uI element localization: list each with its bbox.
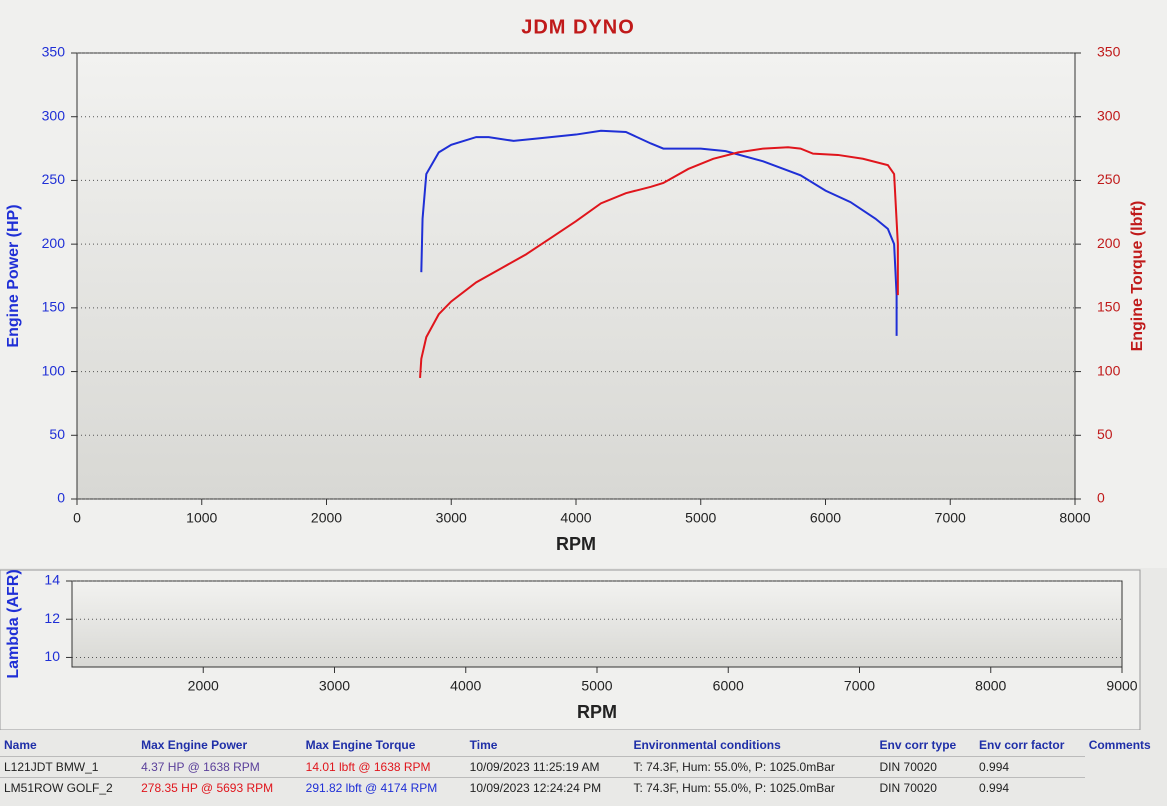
y-tick-label: 0 — [57, 490, 65, 506]
header-cell: Env corr factor — [979, 738, 1065, 752]
y2-axis-label: Engine Torque (lbft) — [1129, 201, 1146, 352]
y-axis-label: Lambda (AFR) — [5, 569, 22, 678]
x-tick-label: 8000 — [1059, 510, 1090, 526]
x-tick-label: 7000 — [844, 678, 875, 694]
y-tick-label: 350 — [42, 44, 66, 60]
y-tick-label: 100 — [42, 362, 66, 378]
x-tick-label: 0 — [73, 510, 81, 526]
table-cell: 0.994 — [975, 777, 1085, 798]
table-cell: 14.01 lbft @ 1638 RPM — [301, 756, 466, 778]
y2-tick-label: 300 — [1097, 107, 1121, 123]
x-tick-label: 5000 — [685, 510, 716, 526]
table-cell: L121JDT BMW_1 — [0, 756, 138, 778]
x-tick-label: 3000 — [436, 510, 467, 526]
table-cell: DIN 70020 — [875, 777, 976, 798]
x-tick-label: 9000 — [1106, 678, 1137, 694]
y-tick-label: 12 — [44, 610, 60, 626]
header-cell: Time — [469, 738, 498, 752]
y2-tick-label: 150 — [1097, 299, 1121, 315]
table-row: L121JDT BMW_1 4.37 HP @ 1638 RPM 14.01 lbf… — [0, 756, 1167, 778]
y2-tick-label: 0 — [1097, 490, 1105, 506]
y-tick-label: 50 — [49, 426, 65, 442]
x-tick-label: 6000 — [810, 510, 841, 526]
table-cell: 278.35 HP @ 5693 RPM — [137, 777, 302, 798]
y2-tick-label: 350 — [1097, 44, 1121, 60]
y-tick-label: 300 — [42, 107, 66, 123]
header-row: Name Max Engine Power Max Engine Torque Tim… — [0, 734, 1167, 757]
header-cell: Max Engine Power — [141, 738, 248, 752]
y-tick-label: 10 — [44, 648, 60, 664]
plot-area — [76, 52, 1076, 500]
x-tick-label: 7000 — [935, 510, 966, 526]
x-tick-label: 6000 — [713, 678, 744, 694]
x-tick-label: 4000 — [450, 678, 481, 694]
x-tick-label: 8000 — [975, 678, 1006, 694]
header-cell: Env corr type — [879, 738, 957, 752]
x-tick-label: 2000 — [311, 510, 342, 526]
y2-tick-label: 250 — [1097, 171, 1121, 187]
y-tick-label: 200 — [42, 235, 66, 251]
table-cell: LM51ROW GOLF_2 — [0, 777, 138, 798]
header-cell: Environmental conditions — [633, 738, 781, 752]
y-axis-label: Engine Power (HP) — [5, 204, 22, 347]
table-cell: T: 74.3F, Hum: 55.0%, P: 1025.0mBar — [629, 756, 876, 778]
x-tick-label: 2000 — [188, 678, 219, 694]
x-axis-label: RPM — [577, 702, 617, 722]
y2-tick-label: 200 — [1097, 235, 1121, 251]
x-tick-label: 5000 — [581, 678, 612, 694]
plot-area — [71, 580, 1123, 668]
table-cell: DIN 70020 — [875, 756, 976, 778]
table-cell: 10/09/2023 12:24:24 PM — [465, 777, 630, 798]
results-table: Name Max Engine Power Max Engine Torque Tim… — [0, 734, 1167, 798]
header-cell: Max Engine Torque — [305, 738, 416, 752]
series-line — [419, 146, 899, 379]
table-cell: 0.994 — [975, 756, 1085, 778]
table-cell: T: 74.3F, Hum: 55.0%, P: 1025.0mBar — [629, 777, 876, 798]
y-tick-label: 250 — [42, 171, 66, 187]
table-row: LM51ROW GOLF_2 278.35 HP @ 5693 RPM 291.82… — [0, 777, 1167, 798]
header-cell: Comments — [1088, 738, 1151, 753]
y-tick-label: 150 — [42, 299, 66, 315]
y-tick-label: 14 — [44, 572, 60, 588]
x-axis-label: RPM — [556, 534, 596, 554]
table-cell: 291.82 lbft @ 4174 RPM — [301, 777, 466, 798]
header-cell: Name — [4, 738, 37, 752]
series-line — [420, 129, 898, 336]
y2-tick-label: 100 — [1097, 362, 1121, 378]
x-tick-label: 1000 — [186, 510, 217, 526]
x-tick-label: 4000 — [560, 510, 591, 526]
x-tick-label: 3000 — [319, 678, 350, 694]
table-cell: 10/09/2023 11:25:19 AM — [465, 756, 630, 778]
table-cell: 4.37 HP @ 1638 RPM — [137, 756, 302, 778]
charts: JDM DYNO 0501001502002503003500501001502… — [0, 16, 1147, 730]
chart-title: JDM DYNO — [521, 16, 635, 38]
y2-tick-label: 50 — [1097, 426, 1113, 442]
